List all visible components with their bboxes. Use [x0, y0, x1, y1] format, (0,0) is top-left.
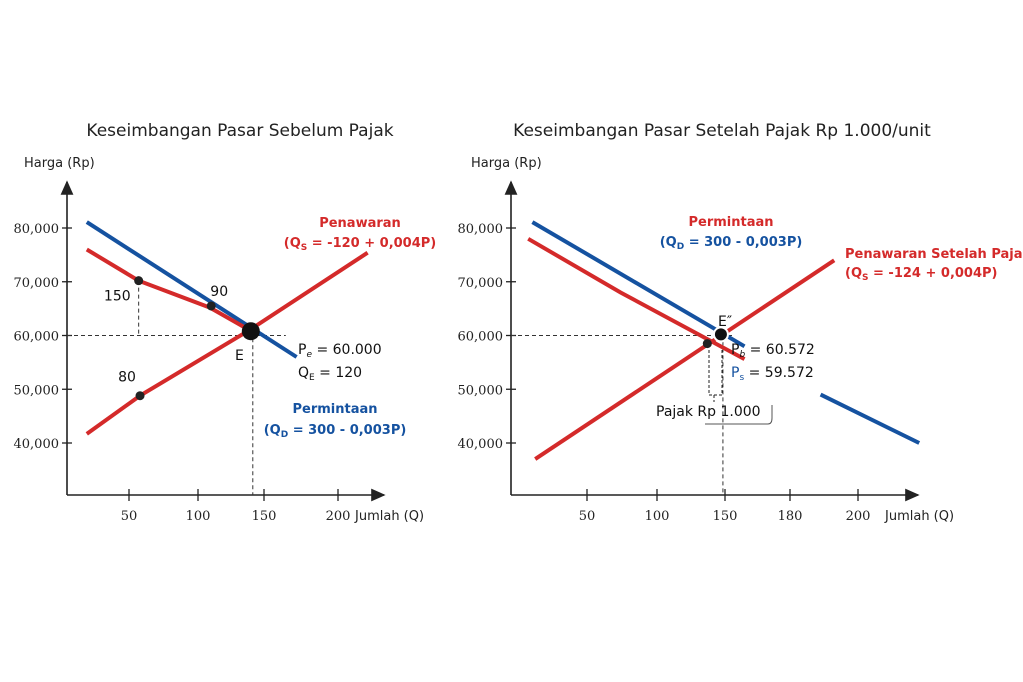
supply-formula: (QS = -120 + 0,004P): [284, 236, 437, 253]
data-point: [135, 391, 145, 401]
series-line: [527, 237, 746, 361]
pb-label: Pb = 60.572: [731, 342, 815, 360]
demand-formula: (QD = 300 - 0,003P): [660, 235, 803, 252]
qe-label: QE = 120: [298, 365, 362, 383]
supply-label: Penawaran: [319, 216, 401, 231]
equilibrium-label: E: [235, 348, 244, 364]
x-tick-label: 200: [846, 509, 871, 524]
x-tick-label: 50: [121, 509, 138, 524]
series-line: [819, 392, 921, 445]
series-line: [85, 247, 251, 332]
tax-label-box: [705, 405, 773, 425]
y-tick-label: 80,000: [14, 222, 60, 237]
chart-after-tax: Keseimbangan Pasar Setelah Pajak Rp 1.00…: [458, 121, 1023, 524]
x-tick-label: 50: [579, 509, 596, 524]
data-point: [702, 339, 712, 349]
y-axis-label: Harga (Rp): [471, 156, 542, 171]
data-point: [206, 301, 216, 311]
series-line: [531, 220, 746, 349]
chart-title: Keseimbangan Pasar Sebelum Pajak: [86, 121, 393, 141]
x-tick-label: 100: [186, 509, 211, 524]
y-tick-label: 80,000: [458, 222, 504, 237]
x-tick-label: 150: [713, 509, 738, 524]
y-tick-label: 50,000: [458, 383, 504, 398]
equilibrium-point: [241, 322, 260, 341]
data-point-label: 150: [104, 289, 131, 305]
x-axis-label: Jumlah (Q): [354, 509, 424, 524]
data-point-label: 80: [118, 370, 136, 386]
pe-label: Pe = 60.000: [298, 342, 382, 360]
equilibrium-label: E″: [718, 314, 732, 330]
x-tick-label: 100: [645, 509, 670, 524]
chart-title: Keseimbangan Pasar Setelah Pajak Rp 1.00…: [513, 121, 931, 141]
supply-formula: (QS = -124 + 0,004P): [845, 266, 998, 283]
y-tick-label: 70,000: [14, 276, 60, 291]
series-line: [85, 251, 369, 436]
supply-label: Penawaran Setelah Pajak: [845, 247, 1023, 262]
ps-label: Ps = 59.572: [731, 365, 814, 383]
x-axis-label: Jumlah (Q): [884, 509, 954, 524]
y-tick-label: 60,000: [14, 330, 60, 345]
x-tick-label: 200: [326, 509, 351, 524]
equilibrium-point: [712, 326, 729, 343]
y-tick-label: 70,000: [458, 276, 504, 291]
series-line: [534, 258, 836, 461]
chart-before-tax: Keseimbangan Pasar Sebelum Pajak Harga (…: [14, 121, 437, 524]
data-point-label: 90: [210, 284, 228, 300]
x-tick-label: 180: [778, 509, 803, 524]
data-point: [134, 276, 144, 286]
x-tick-label: 150: [252, 509, 277, 524]
demand-label: Permintaan: [292, 402, 377, 417]
y-tick-label: 40,000: [14, 437, 60, 452]
y-tick-label: 40,000: [458, 437, 504, 452]
y-tick-label: 50,000: [14, 383, 60, 398]
tax-label: Pajak Rp 1.000: [656, 404, 761, 420]
series-line: [85, 220, 298, 359]
demand-formula: (QD = 300 - 0,003P): [264, 423, 407, 440]
demand-label: Permintaan: [688, 215, 773, 230]
y-tick-label: 60,000: [458, 330, 504, 345]
y-axis-label: Harga (Rp): [24, 156, 95, 171]
tax-bracket: [708, 350, 723, 402]
